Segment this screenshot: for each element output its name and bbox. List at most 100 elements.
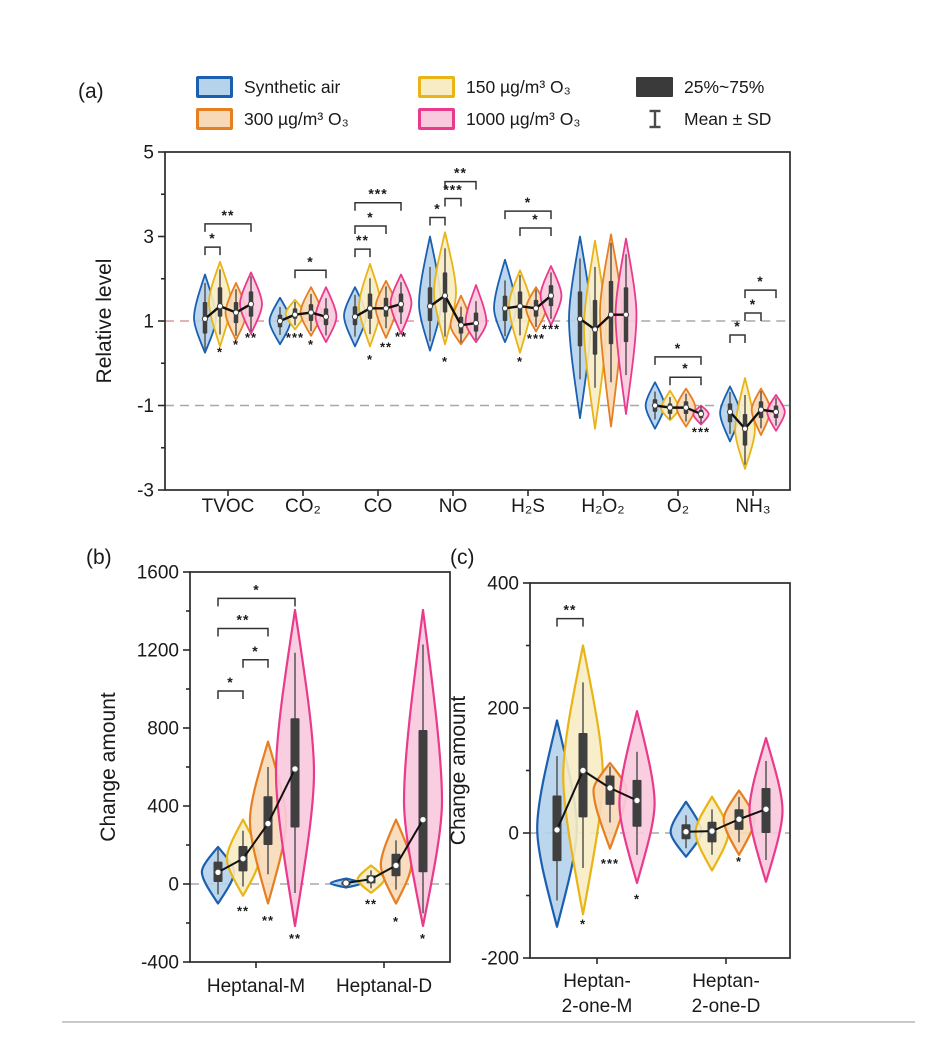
y-axis-title: Change amount — [97, 692, 120, 842]
legend-item-iqr: 25%~75% — [636, 76, 836, 98]
mean-marker — [247, 301, 255, 308]
legend: Synthetic air 150 µg/m³ O₃ 25%~75% 300 µ… — [196, 76, 836, 130]
significance-bracket — [669, 376, 702, 386]
significance-bracket — [242, 659, 269, 668]
mean-marker — [457, 322, 465, 329]
mean-marker — [576, 315, 584, 322]
mean-marker — [651, 402, 659, 409]
significance-stars: * — [217, 344, 223, 359]
y-tick-label: 0 — [168, 875, 179, 896]
significance-stars: *** — [368, 186, 387, 202]
mean-marker — [366, 305, 374, 312]
significance-bracket — [654, 356, 702, 365]
significance-stars: ** — [262, 913, 274, 928]
y-tick-label: 400 — [147, 797, 179, 818]
y-tick-label: 1600 — [137, 563, 179, 584]
significance-stars: ** — [380, 339, 392, 354]
legend-item-synthetic-air: Synthetic air — [196, 76, 418, 98]
legend-label: Mean ± SD — [684, 108, 772, 129]
iqr-box — [418, 729, 428, 873]
iqr-box-swatch — [636, 77, 673, 97]
significance-stars: * — [675, 340, 681, 356]
synthetic-air-swatch — [196, 76, 233, 98]
significance-bracket — [354, 225, 387, 234]
mean-sd-icon — [636, 108, 673, 130]
mean-marker — [622, 311, 630, 318]
significance-stars: * — [580, 917, 586, 932]
mean-marker — [501, 305, 509, 312]
significance-stars: * — [367, 352, 373, 367]
significance-stars: ** — [395, 329, 407, 344]
mean-marker — [397, 301, 405, 308]
significance-bracket — [204, 246, 221, 256]
significance-stars: * — [757, 273, 763, 289]
x-category-label: CO — [364, 496, 393, 517]
significance-stars: * — [734, 318, 740, 334]
significance-bracket — [744, 312, 762, 321]
significance-stars: ** — [245, 330, 257, 345]
significance-bracket — [504, 210, 552, 220]
mean-marker — [708, 827, 716, 835]
mean-marker — [682, 404, 690, 411]
mean-line — [685, 808, 767, 833]
legend-label: 150 µg/m³ O₃ — [466, 76, 571, 97]
mean-marker — [291, 311, 299, 318]
y-tick-label: -3 — [137, 481, 154, 502]
legend-item-300-o3: 300 µg/m³ O₃ — [196, 108, 418, 130]
y-tick-label: 3 — [143, 227, 154, 248]
y-tick-label: 1 — [143, 312, 154, 333]
mean-marker — [322, 313, 330, 320]
mean-marker — [606, 784, 614, 792]
significance-stars: ** — [365, 897, 377, 912]
y-axis-title: Change amount — [447, 696, 470, 846]
legend-label: 300 µg/m³ O₃ — [244, 108, 349, 129]
significance-stars: ** — [289, 931, 301, 946]
mean-line — [217, 767, 296, 874]
violin-group: *******NO — [418, 165, 488, 517]
x-category-label: O₂ — [667, 496, 689, 517]
y-tick-label: 800 — [147, 719, 179, 740]
mean-marker — [351, 313, 359, 320]
o3-300-swatch — [196, 108, 233, 130]
significance-stars: * — [736, 854, 742, 869]
panel-a-label: (a) — [78, 80, 104, 103]
mean-line — [203, 302, 253, 321]
y-tick-label: -400 — [141, 953, 179, 974]
mean-marker — [547, 292, 555, 299]
mean-line — [503, 294, 553, 310]
mean-line — [428, 294, 478, 327]
violin-group: *****O₂ — [644, 340, 710, 517]
o3-1000-swatch — [418, 108, 455, 130]
significance-stars: * — [367, 209, 373, 225]
mean-marker — [201, 315, 209, 322]
iqr-box — [290, 718, 300, 828]
significance-bracket — [444, 180, 477, 190]
mean-marker — [342, 879, 350, 887]
significance-stars: * — [420, 931, 426, 946]
violin-group: ***NH₃ — [719, 273, 786, 517]
mean-line — [353, 302, 403, 318]
panel-c-label: (c) — [450, 546, 475, 569]
mean-marker — [735, 815, 743, 823]
significance-stars: * — [517, 354, 523, 369]
mean-line — [556, 769, 638, 831]
x-category-label: Heptan-2-one-D — [692, 971, 761, 1017]
x-category-label: NO — [439, 496, 468, 517]
significance-stars: * — [233, 337, 239, 352]
legend-label: 1000 µg/m³ O₃ — [466, 108, 581, 129]
significance-stars: * — [525, 194, 531, 210]
violin-group: ****Heptanal-D — [329, 608, 444, 997]
significance-stars: ** — [222, 207, 235, 223]
mean-marker — [264, 819, 272, 828]
violin-group: H₂O₂ — [568, 233, 638, 517]
x-category-label: TVOC — [202, 496, 255, 517]
mean-marker — [232, 309, 240, 316]
y-tick-label: 200 — [487, 699, 519, 720]
significance-stars: * — [442, 354, 448, 369]
y-tick-label: 5 — [143, 143, 154, 164]
mean-marker — [553, 826, 561, 834]
significance-stars: * — [252, 643, 258, 659]
y-axis-title: Relative level — [93, 259, 116, 384]
mean-marker — [757, 406, 765, 413]
